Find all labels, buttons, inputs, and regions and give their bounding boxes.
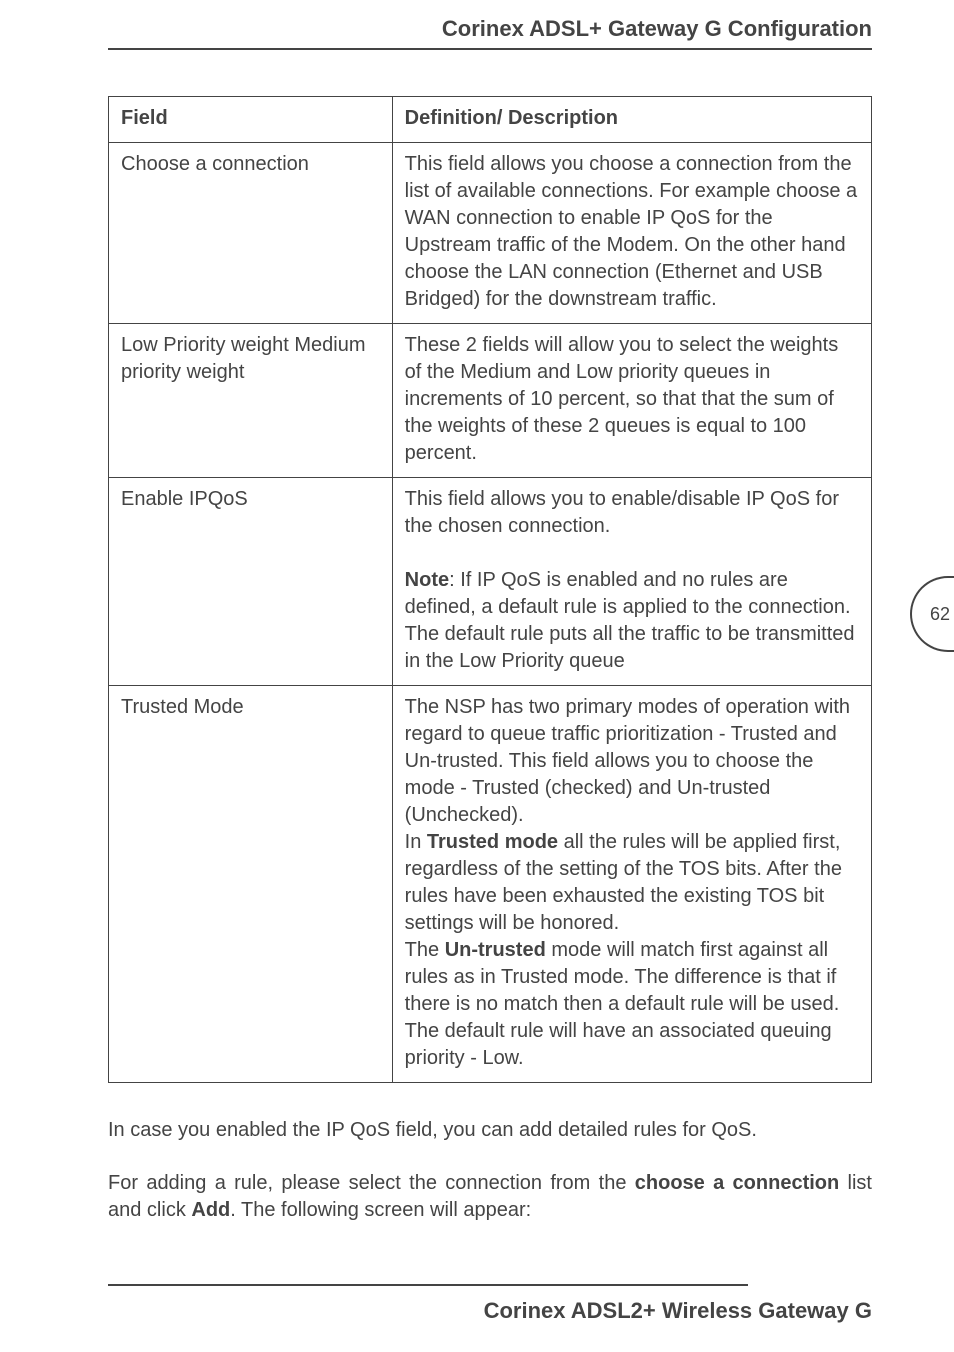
field-cell: Low Priority weight Medium priority weig…	[109, 324, 393, 478]
content-area: Field Definition/ Description Choose a c…	[108, 96, 872, 1250]
desc-cell: This field allows you to enable/disable …	[392, 478, 871, 686]
table-row: Enable IPQoS This field allows you to en…	[109, 478, 872, 686]
desc-text: The	[405, 939, 445, 961]
note-label: Note	[405, 569, 449, 591]
field-cell: Choose a connection	[109, 143, 393, 324]
table-header-row: Field Definition/ Description	[109, 97, 872, 143]
table-row: Low Priority weight Medium priority weig…	[109, 324, 872, 478]
paragraph-text: . The following screen will appear:	[230, 1199, 531, 1221]
table-row: Choose a connection This field allows yo…	[109, 143, 872, 324]
page-number-tab: 62	[910, 576, 954, 652]
footer-rule	[108, 1284, 748, 1286]
desc-text: In	[405, 831, 427, 853]
trusted-mode-label: Trusted mode	[427, 831, 558, 853]
desc-cell: The NSP has two primary modes of opera­t…	[392, 686, 871, 1083]
body-paragraphs: In case you enabled the IP QoS field, yo…	[108, 1117, 872, 1224]
desc-text: The NSP has two primary modes of opera­t…	[405, 696, 850, 826]
field-cell: Trusted Mode	[109, 686, 393, 1083]
add-label: Add	[191, 1199, 230, 1221]
page-number: 62	[930, 604, 950, 625]
desc-cell: These 2 fields will allow you to select …	[392, 324, 871, 478]
untrusted-label: Un-trusted	[445, 939, 546, 961]
header-title: Corinex ADSL+ Gateway G Configuration	[442, 16, 872, 41]
desc-text: : If IP QoS is enabled and no rules are …	[405, 569, 855, 672]
paragraph-text: For adding a rule, please select the con…	[108, 1172, 635, 1194]
choose-connection-label: choose a connection	[635, 1172, 839, 1194]
page-header: Corinex ADSL+ Gateway G Configuration	[108, 16, 872, 50]
paragraph: In case you enabled the IP QoS field, yo…	[108, 1117, 872, 1144]
desc-text: This field allows you to enable/disable …	[405, 488, 839, 537]
header-field: Field	[109, 97, 393, 143]
definitions-table: Field Definition/ Description Choose a c…	[108, 96, 872, 1083]
footer-title: Corinex ADSL2+ Wireless Gateway G	[484, 1298, 872, 1324]
desc-cell: This field allows you choose a connectio…	[392, 143, 871, 324]
field-cell: Enable IPQoS	[109, 478, 393, 686]
table-row: Trusted Mode The NSP has two primary mod…	[109, 686, 872, 1083]
paragraph: For adding a rule, please select the con…	[108, 1170, 872, 1224]
header-description: Definition/ Description	[392, 97, 871, 143]
